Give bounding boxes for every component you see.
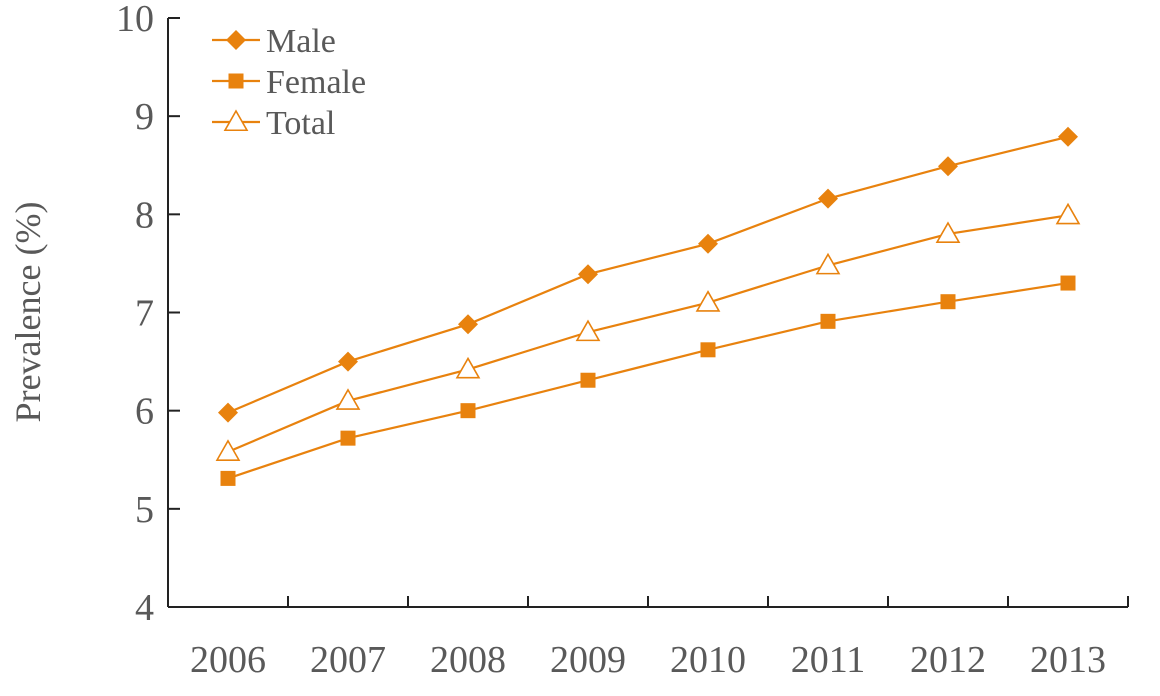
total-point [1055,202,1081,225]
total-point [455,356,481,379]
legend-marker-female [228,73,244,89]
legend-label-total: Total [266,105,335,142]
total-point [575,319,601,342]
total-point [815,252,841,275]
series-line-total [227,214,1069,453]
x-tick-label: 2008 [430,639,506,681]
male-point [218,402,238,423]
male-point [818,188,838,209]
legend-item-male: Male [212,23,336,60]
total-point [335,388,361,410]
legend: Male Female Total [212,23,366,142]
y-tick-label: 4 [135,587,154,629]
y-axis-title: Prevalence (%) [8,202,48,423]
female-point [1060,275,1076,291]
x-tick-label: 2010 [670,639,746,681]
series-male [218,126,1078,423]
legend-item-total: Total [212,105,335,142]
series-female [220,275,1076,486]
x-tick-label: 2012 [910,639,986,681]
total-point [215,439,241,461]
legend-label-female: Female [266,64,366,101]
x-tick-label: 2013 [1030,639,1106,681]
series-total [215,202,1081,461]
female-point [460,403,476,419]
x-tick-label: 2007 [310,639,386,681]
y-axis: 4 5 6 7 8 9 10 [116,0,180,629]
legend-marker-male [226,30,246,50]
male-point [578,264,598,285]
female-point [940,294,956,310]
female-point [220,470,236,486]
x-axis: 2006 2007 2008 2009 2010 2011 2012 2013 [167,596,1129,681]
series-line-female [227,281,1069,480]
legend-label-male: Male [266,23,336,60]
male-point [458,314,478,335]
y-tick-label: 8 [135,194,154,236]
y-tick-label: 7 [135,293,154,335]
y-tick-label: 9 [135,96,154,138]
male-point [698,233,718,254]
series-layer [215,126,1081,486]
female-point [340,430,356,446]
y-tick-label: 6 [135,391,154,433]
total-point [935,221,961,244]
series-line-male [227,135,1069,414]
female-point [820,313,836,329]
female-point [580,372,596,388]
legend-item-female: Female [212,64,366,101]
y-tick-label: 5 [135,489,154,531]
male-point [1058,126,1078,147]
male-point [338,351,358,372]
legend-marker-total [223,109,249,132]
total-point [695,290,721,312]
y-tick-label: 10 [116,0,154,40]
male-point [938,156,958,177]
x-tick-label: 2009 [550,639,626,681]
x-tick-label: 2011 [791,639,866,681]
x-tick-label: 2006 [190,639,266,681]
female-point [700,342,716,358]
